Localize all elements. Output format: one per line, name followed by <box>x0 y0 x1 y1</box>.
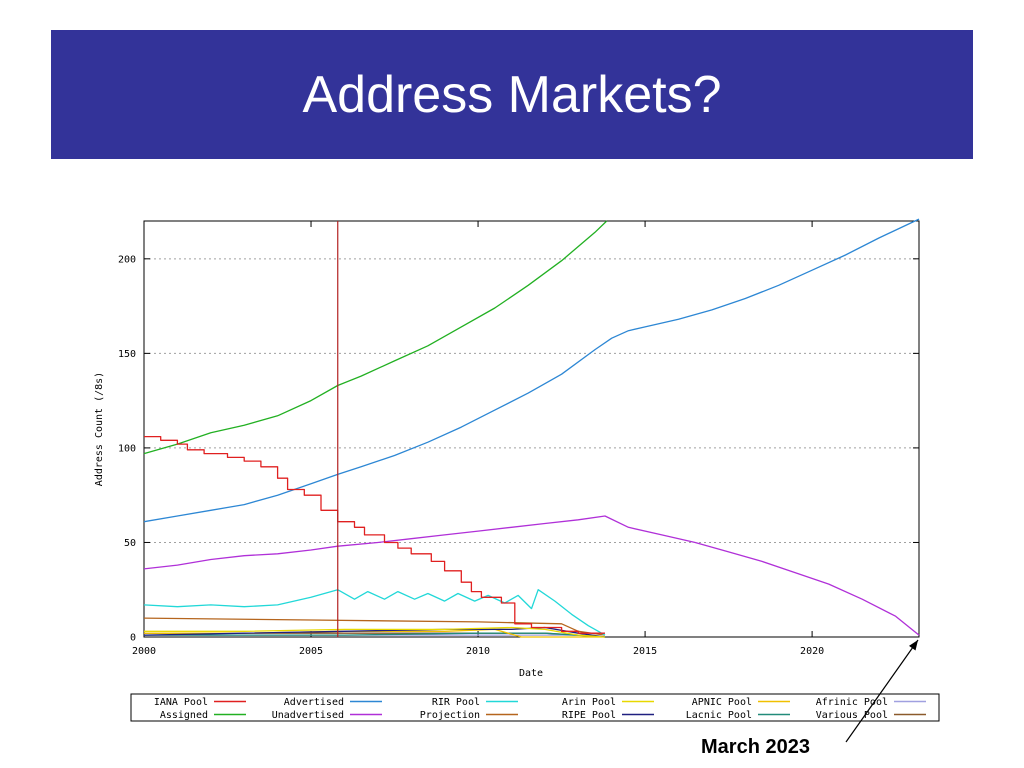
slide-title: Address Markets? <box>302 65 722 124</box>
legend-frame <box>130 693 940 722</box>
y-tick-label-200: 200 <box>118 254 136 265</box>
y-tick-label-0: 0 <box>130 633 136 644</box>
legend-label-unadvertised: Unadvertised <box>272 710 344 721</box>
series-lines <box>143 218 920 638</box>
legend-label-iana-pool: IANA Pool <box>154 697 208 708</box>
legend-label-arin-pool: Arin Pool <box>562 697 616 708</box>
legend-label-apnic-pool: APNIC Pool <box>692 697 752 708</box>
legend-label-lacnic-pool: Lacnic Pool <box>686 710 752 721</box>
grid <box>144 258 919 543</box>
x-axis-label: Date <box>519 668 543 679</box>
series-lacnic-pool <box>144 632 606 638</box>
legend-label-rir-pool: RIR Pool <box>432 697 480 708</box>
y-tick-label-50: 50 <box>124 538 136 549</box>
annotation-arrow-head <box>909 640 918 651</box>
plot-frame <box>143 220 920 638</box>
x-tick-label-2010: 2010 <box>466 646 490 657</box>
annotation-label: March 2023 <box>701 736 810 758</box>
axis-ticks: 0 50 100 150 200 2000 2005 2010 2015 2020 <box>118 221 919 657</box>
legend-label-ripe-pool: RIPE Pool <box>562 710 616 721</box>
series-unadvertised <box>143 515 920 636</box>
legend-label-projection: Projection <box>420 710 480 721</box>
series-rir-pool <box>143 589 606 636</box>
series-ripe-pool <box>143 626 606 638</box>
series-projection <box>143 617 606 636</box>
x-tick-label-2005: 2005 <box>299 646 323 657</box>
x-tick-label-2000: 2000 <box>132 646 156 657</box>
series-arin-pool <box>144 626 606 638</box>
series-iana-pool <box>144 435 605 634</box>
y-tick-label-100: 100 <box>118 443 136 454</box>
series-assigned <box>143 220 608 455</box>
y-tick-label-150: 150 <box>118 349 136 360</box>
x-tick-label-2020: 2020 <box>800 646 824 657</box>
legend-label-afrinic-pool: Afrinic Pool <box>816 697 888 708</box>
annotation-arrow-line <box>845 639 919 743</box>
legend: IANA Pool Advertised RIR Pool Arin Pool APNI… <box>130 693 940 722</box>
title-bar: Address Markets? <box>51 30 973 159</box>
x-tick-label-2015: 2015 <box>633 646 657 657</box>
y-axis-label: Address Count (/8s) <box>94 372 105 486</box>
annotation-arrow <box>845 639 919 743</box>
series-advertised <box>143 218 920 523</box>
legend-label-advertised: Advertised <box>284 697 344 708</box>
legend-label-assigned: Assigned <box>160 710 208 721</box>
legend-label-various-pool: Various Pool <box>816 710 888 721</box>
